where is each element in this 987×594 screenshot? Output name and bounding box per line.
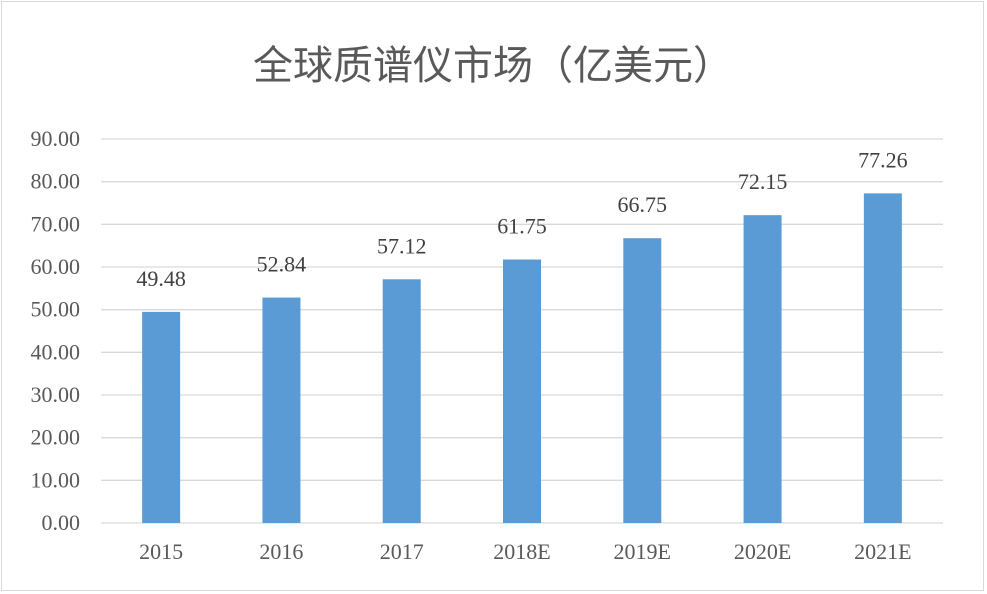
bar (382, 279, 421, 523)
data-label: 77.26 (858, 147, 908, 172)
bar (503, 259, 541, 523)
bars (142, 193, 902, 523)
x-tick-label: 2021E (854, 539, 911, 564)
x-axis-ticks: 2015 2016 2017 2018E 2019E 2020E 2021E (139, 539, 911, 564)
bar (863, 193, 902, 523)
y-axis-ticks: 0.00 10.00 20.00 30.00 40.00 50.00 60.00 70.00 8… (31, 126, 81, 535)
x-tick-label: 2018E (493, 539, 550, 564)
y-tick-label: 90.00 (31, 126, 81, 151)
data-label: 66.75 (618, 192, 668, 217)
data-label: 61.75 (497, 214, 547, 239)
y-tick-label: 10.00 (31, 467, 81, 492)
data-label: 49.48 (136, 266, 186, 291)
y-tick-label: 50.00 (31, 297, 81, 322)
y-tick-label: 40.00 (31, 339, 81, 364)
x-tick-label: 2015 (139, 539, 183, 564)
data-label: 57.12 (377, 233, 427, 258)
y-tick-label: 70.00 (31, 211, 81, 236)
bar (743, 215, 782, 523)
data-label: 52.84 (257, 252, 307, 277)
data-label: 72.15 (738, 169, 788, 194)
y-tick-label: 60.00 (31, 254, 81, 279)
gridlines (101, 138, 943, 524)
y-tick-label: 30.00 (31, 382, 81, 407)
x-tick-label: 2016 (259, 539, 303, 564)
y-tick-label: 20.00 (31, 425, 81, 450)
y-tick-label: 80.00 (31, 169, 81, 194)
bar (142, 311, 181, 523)
bar (262, 297, 301, 523)
x-tick-label: 2019E (614, 539, 671, 564)
bar (623, 238, 662, 523)
data-labels: 49.48 52.84 57.12 61.75 66.75 72.15 77.26 (136, 147, 907, 291)
chart-title: 全球质谱仪市场（亿美元） (253, 43, 733, 89)
x-tick-label: 2020E (734, 539, 791, 564)
y-tick-label: 0.00 (42, 510, 81, 535)
x-tick-label: 2017 (380, 539, 424, 564)
